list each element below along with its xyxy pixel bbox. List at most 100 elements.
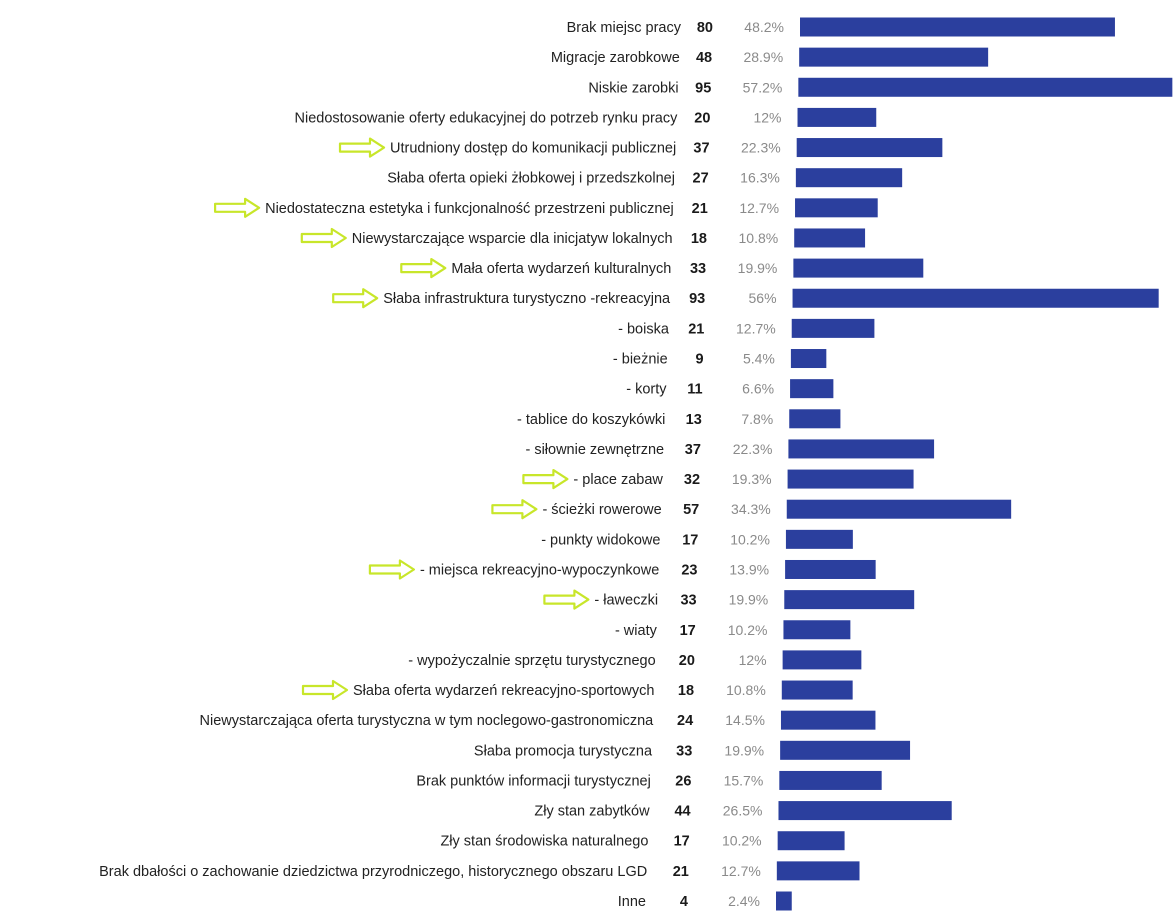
row-count: 17 xyxy=(682,532,698,548)
bar xyxy=(789,409,841,429)
row-label: Brak punktów informacji turystycznej xyxy=(416,773,651,789)
row-percent: 22.3% xyxy=(741,140,781,156)
bar xyxy=(800,17,1115,37)
row-count: 33 xyxy=(680,593,696,609)
row-label: Niewystarczająca oferta turystyczna w ty… xyxy=(200,713,655,729)
row-count: 23 xyxy=(681,562,697,578)
row-percent: 48.2% xyxy=(744,19,784,35)
row-label: Niedostateczna estetyka i funkcjonalność… xyxy=(265,201,674,217)
bar xyxy=(790,349,827,369)
row-percent: 12.7% xyxy=(736,320,776,336)
row-percent: 19.9% xyxy=(729,592,769,608)
row-count: 18 xyxy=(691,231,707,247)
row-label: - bieżnie xyxy=(613,352,668,368)
row-label: Słaba oferta wydarzeń rekreacyjno-sporto… xyxy=(353,683,654,699)
highlight-arrow-icon xyxy=(301,679,349,701)
bar xyxy=(795,198,878,218)
bar xyxy=(794,228,866,248)
row-label: Niedostosowanie oferty edukacyjnej do po… xyxy=(295,110,679,126)
row-percent: 10.2% xyxy=(730,531,770,547)
bar xyxy=(777,831,845,851)
row-count: 44 xyxy=(674,804,690,820)
row-percent: 28.9% xyxy=(743,49,783,65)
bar xyxy=(785,529,853,549)
row-count: 18 xyxy=(678,683,694,699)
row-percent: 2.4% xyxy=(728,893,760,909)
row-percent: 19.3% xyxy=(732,471,772,487)
row-count: 20 xyxy=(679,653,695,669)
highlight-arrow-icon xyxy=(543,589,590,610)
bar xyxy=(791,318,875,338)
row-label: - ławeczki xyxy=(594,593,658,609)
row-count: 21 xyxy=(688,321,704,337)
row-count: 9 xyxy=(695,352,703,368)
row-count: 33 xyxy=(676,743,692,759)
bar xyxy=(790,379,834,399)
row-percent: 22.3% xyxy=(733,441,773,457)
bar xyxy=(780,740,911,760)
row-label: Brak miejsc pracy xyxy=(567,20,682,36)
bar xyxy=(792,288,1159,308)
bar xyxy=(788,439,935,459)
row-count: 17 xyxy=(674,834,690,850)
bar xyxy=(778,801,952,821)
row-count: 37 xyxy=(685,442,701,458)
row-label: Migracje zarobkowe xyxy=(551,50,680,66)
row-label: - tablice do koszykówki xyxy=(517,412,665,428)
row-percent: 12.7% xyxy=(721,863,761,879)
row-count: 13 xyxy=(686,412,702,428)
highlight-arrow-icon xyxy=(214,197,261,218)
row-percent: 12% xyxy=(753,109,781,125)
bar xyxy=(781,680,853,700)
row-label: - boiska xyxy=(618,321,670,337)
row-percent: 14.5% xyxy=(725,712,765,728)
row-count: 21 xyxy=(673,864,689,880)
bar xyxy=(782,650,862,670)
bar xyxy=(784,590,915,610)
row-label: Słaba oferta opieki żłobkowej i przedszk… xyxy=(387,171,675,187)
row-label: - siłownie zewnętrzne xyxy=(525,442,664,458)
row-count: 20 xyxy=(694,110,710,126)
bar xyxy=(779,770,882,790)
row-label: Utrudniony dostęp do komunikacji publicz… xyxy=(390,141,676,157)
bar xyxy=(783,620,851,640)
highlight-arrow-icon xyxy=(400,258,447,279)
row-label: Słaba promocja turystyczna xyxy=(474,743,653,759)
row-label: - punkty widokowe xyxy=(541,532,660,548)
bar xyxy=(787,469,914,489)
row-label: Zły stan środowiska naturalnego xyxy=(440,834,648,850)
bar xyxy=(776,861,860,881)
bar xyxy=(786,499,1012,519)
row-percent: 7.8% xyxy=(741,411,773,427)
row-label: Inne xyxy=(618,894,646,910)
row-percent: 26.5% xyxy=(723,803,763,819)
row-label: Zły stan zabytków xyxy=(534,804,650,820)
row-count: 80 xyxy=(697,20,713,36)
row-percent: 12% xyxy=(739,652,767,668)
row-label: - wypożyczalnie sprzętu turystycznego xyxy=(408,653,655,669)
row-count: 21 xyxy=(692,201,708,217)
bar xyxy=(798,77,1173,97)
row-count: 48 xyxy=(696,50,712,66)
row-percent: 5.4% xyxy=(743,351,775,367)
row-count: 57 xyxy=(683,502,699,518)
bar xyxy=(796,138,943,158)
highlight-arrow-icon xyxy=(368,559,415,580)
highlight-arrow-icon xyxy=(300,227,347,249)
row-percent: 12.7% xyxy=(739,200,779,216)
row-label: Mała oferta wydarzeń kulturalnych xyxy=(451,261,671,277)
row-label: - korty xyxy=(626,382,667,398)
highlight-arrow-icon xyxy=(522,469,569,490)
row-count: 37 xyxy=(693,141,709,157)
row-percent: 13.9% xyxy=(729,561,769,577)
row-percent: 15.7% xyxy=(724,772,764,788)
row-label: - wiaty xyxy=(615,623,658,639)
row-count: 26 xyxy=(675,773,691,789)
bar xyxy=(780,710,876,730)
row-percent: 6.6% xyxy=(742,381,774,397)
row-count: 93 xyxy=(689,291,705,307)
row-count: 4 xyxy=(680,894,688,910)
highlight-arrow-icon xyxy=(491,499,538,520)
row-percent: 10.2% xyxy=(728,622,768,638)
